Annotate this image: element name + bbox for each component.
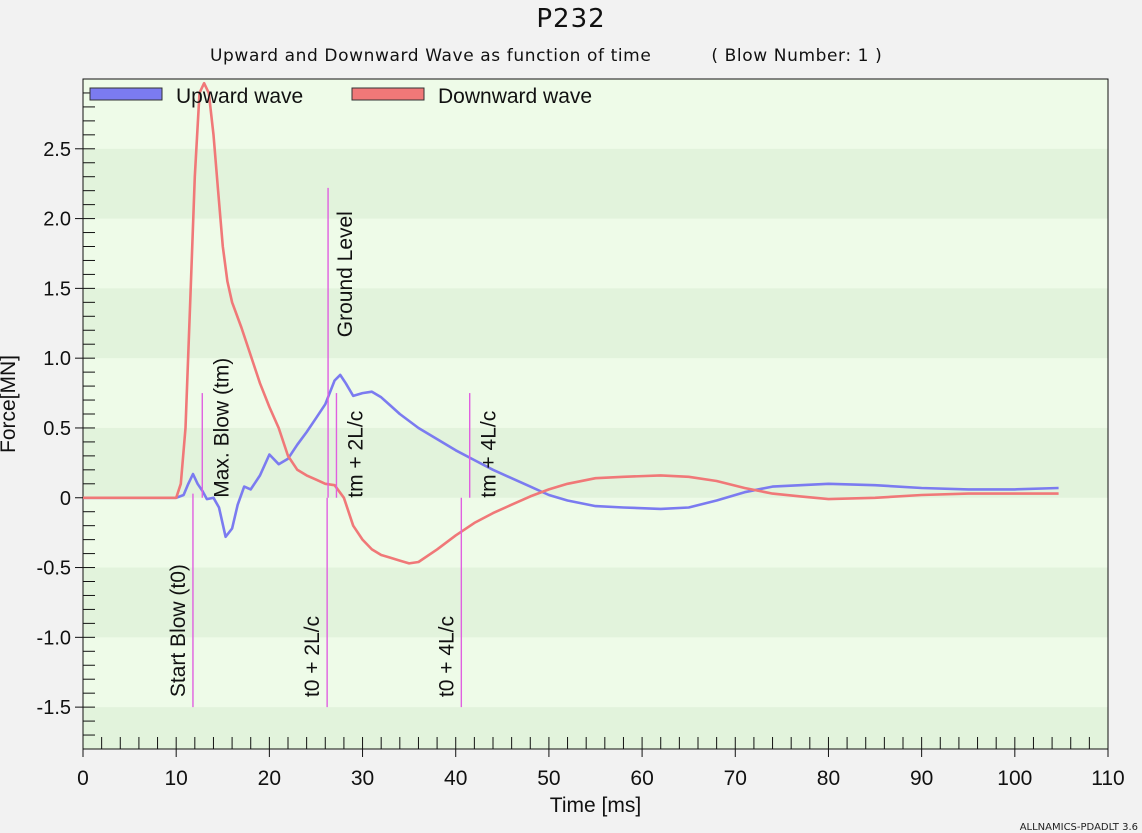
software-credit: ALLNAMICS-PDADLT 3.6 [1019, 822, 1138, 833]
y-axis-label: Force[MN] [0, 355, 20, 453]
legend-label: Upward wave [176, 85, 303, 108]
event-marker-label: tm + 2L/c [344, 411, 367, 498]
y-tick-label: 1.0 [43, 348, 71, 370]
x-tick-label: 50 [537, 767, 560, 790]
x-tick-label: 20 [258, 767, 281, 790]
background-band [83, 567, 1108, 638]
background-band [83, 707, 1108, 749]
y-tick-label: -0.5 [37, 558, 71, 580]
y-tick-label: 2.0 [43, 209, 71, 231]
background-band [83, 427, 1108, 498]
event-marker-label: tm + 4L/c [478, 411, 501, 498]
y-tick-label: 0 [60, 488, 71, 510]
event-marker-label: Ground Level [334, 211, 357, 337]
event-marker-label: t0 + 2L/c [301, 616, 324, 697]
x-tick-label: 110 [1091, 767, 1124, 790]
x-tick-label: 60 [630, 767, 653, 790]
x-tick-label: 0 [77, 767, 89, 790]
x-axis-label: Time [ms] [550, 794, 641, 817]
y-tick-label: 0.5 [43, 418, 71, 440]
x-tick-label: 10 [165, 767, 188, 790]
y-tick-label: -1.0 [37, 627, 71, 649]
chart-title: P232 [536, 4, 606, 34]
y-tick-label: 1.5 [43, 278, 71, 300]
event-marker-label: Max. Blow (tm) [210, 358, 233, 498]
x-tick-label: 40 [444, 767, 467, 790]
x-tick-label: 30 [351, 767, 374, 790]
legend-label: Downward wave [438, 85, 592, 108]
background-band [83, 148, 1108, 219]
chart-subtitle: Upward and Downward Wave as function of … [210, 46, 883, 66]
x-tick-label: 100 [997, 767, 1032, 790]
y-tick-label: 2.5 [43, 139, 71, 161]
legend-swatch [89, 87, 163, 101]
x-tick-label: 90 [910, 767, 933, 790]
y-tick-label: -1.5 [37, 697, 71, 719]
downward-wave-line [83, 81, 1059, 565]
x-tick-label: 70 [724, 767, 747, 790]
x-tick-label: 80 [817, 767, 840, 790]
event-marker-label: t0 + 4L/c [435, 616, 458, 697]
upward-wave-line [83, 373, 1059, 539]
background-band [83, 288, 1108, 359]
event-marker-label: Start Blow (t0) [167, 564, 190, 697]
legend-swatch [351, 87, 425, 101]
